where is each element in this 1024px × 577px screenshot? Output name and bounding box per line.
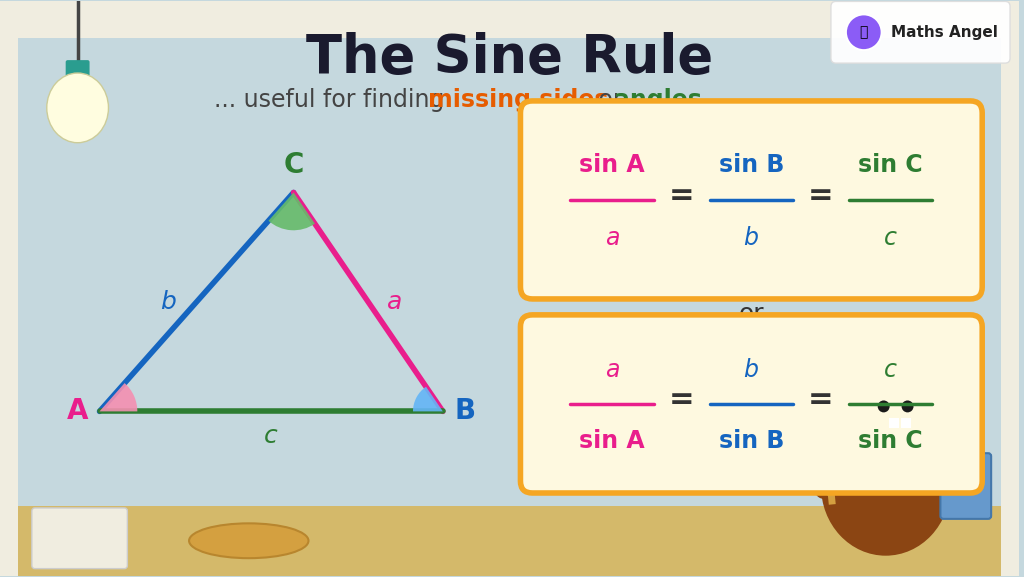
Wedge shape (413, 387, 442, 411)
FancyBboxPatch shape (520, 101, 982, 299)
Text: angles: angles (614, 88, 701, 112)
FancyBboxPatch shape (520, 315, 982, 493)
Circle shape (846, 14, 882, 50)
Text: sin C: sin C (858, 429, 923, 453)
Text: sin B: sin B (719, 429, 784, 453)
FancyBboxPatch shape (830, 1, 1010, 63)
Text: $a$: $a$ (386, 290, 401, 314)
Circle shape (878, 400, 890, 413)
Text: $c$: $c$ (263, 424, 279, 448)
Text: $a$: $a$ (604, 358, 620, 382)
Text: $b$: $b$ (743, 226, 759, 250)
Text: A: A (67, 398, 88, 425)
Text: sin C: sin C (858, 153, 923, 177)
Ellipse shape (189, 523, 308, 558)
FancyBboxPatch shape (940, 453, 991, 519)
Text: or: or (738, 302, 764, 326)
Wedge shape (99, 383, 137, 411)
Text: sin A: sin A (580, 153, 645, 177)
Wedge shape (268, 193, 314, 230)
Ellipse shape (47, 73, 109, 143)
Bar (900, 418, 910, 428)
Ellipse shape (821, 417, 950, 556)
Text: =: = (669, 385, 694, 414)
Text: The Sine Rule: The Sine Rule (306, 32, 713, 84)
Bar (0, 1, 1019, 38)
Bar (1001, 1, 1019, 576)
Text: B: B (455, 398, 475, 425)
Text: =: = (808, 385, 834, 414)
Circle shape (902, 339, 938, 374)
Ellipse shape (879, 407, 912, 429)
Text: sin B: sin B (719, 153, 784, 177)
Text: 🐯: 🐯 (859, 25, 868, 39)
Text: $b$: $b$ (161, 290, 177, 314)
Circle shape (901, 400, 913, 413)
Text: $a$: $a$ (604, 226, 620, 250)
Text: Maths Angel: Maths Angel (891, 25, 997, 40)
FancyBboxPatch shape (32, 508, 127, 568)
Text: $c$: $c$ (884, 358, 898, 382)
Text: ... useful for finding: ... useful for finding (214, 88, 452, 112)
Text: C: C (284, 151, 304, 179)
Text: =: = (808, 181, 834, 211)
Text: =: = (669, 181, 694, 211)
Circle shape (841, 347, 950, 456)
FancyBboxPatch shape (66, 60, 89, 82)
Circle shape (853, 339, 889, 374)
Text: sin A: sin A (580, 429, 645, 453)
Text: $c$: $c$ (884, 226, 898, 250)
Text: missing sides: missing sides (428, 88, 608, 112)
Text: or: or (591, 88, 630, 112)
Bar (889, 418, 899, 428)
Bar (17, 506, 1001, 576)
Ellipse shape (812, 414, 860, 499)
Bar (0, 1, 17, 576)
Text: $b$: $b$ (743, 358, 759, 382)
